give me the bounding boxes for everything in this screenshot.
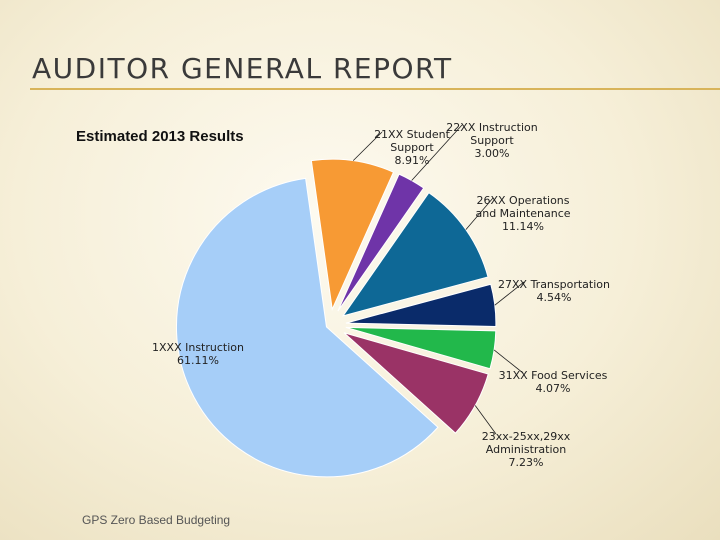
leader-line-1	[352, 131, 383, 161]
leader-line-4	[494, 281, 525, 306]
slide-title: AUDITOR GENERAL REPORT	[32, 52, 453, 85]
leader-line-6	[474, 405, 497, 435]
title-underline	[30, 88, 720, 90]
slice-label-2: 22XX Instruction Support 3.00%	[446, 121, 537, 160]
pie-slice-4	[345, 283, 497, 328]
pie-slice-7	[175, 177, 439, 478]
slice-label-6: 23xx-25xx,29xx Administration 7.23%	[482, 430, 571, 469]
pie-slice-6	[343, 332, 489, 434]
pie-slice-1	[310, 158, 395, 311]
slice-label-7: 1XXX Instruction 61.11%	[152, 341, 244, 367]
leader-line-2	[411, 124, 463, 181]
leader-line-3	[465, 197, 494, 230]
leader-line-5	[493, 349, 524, 374]
slice-label-4: 27XX Transportation 4.54%	[498, 278, 610, 304]
chart-title: Estimated 2013 Results	[76, 128, 244, 145]
pie-slice-3	[341, 192, 489, 317]
slice-label-1: 21XX Student Support 8.91%	[374, 128, 451, 167]
slice-label-3: 26XX Operations and Maintenance 11.14%	[475, 194, 570, 233]
slice-label-5: 31XX Food Services 4.07%	[499, 369, 608, 395]
footer-text: GPS Zero Based Budgeting	[82, 513, 231, 527]
